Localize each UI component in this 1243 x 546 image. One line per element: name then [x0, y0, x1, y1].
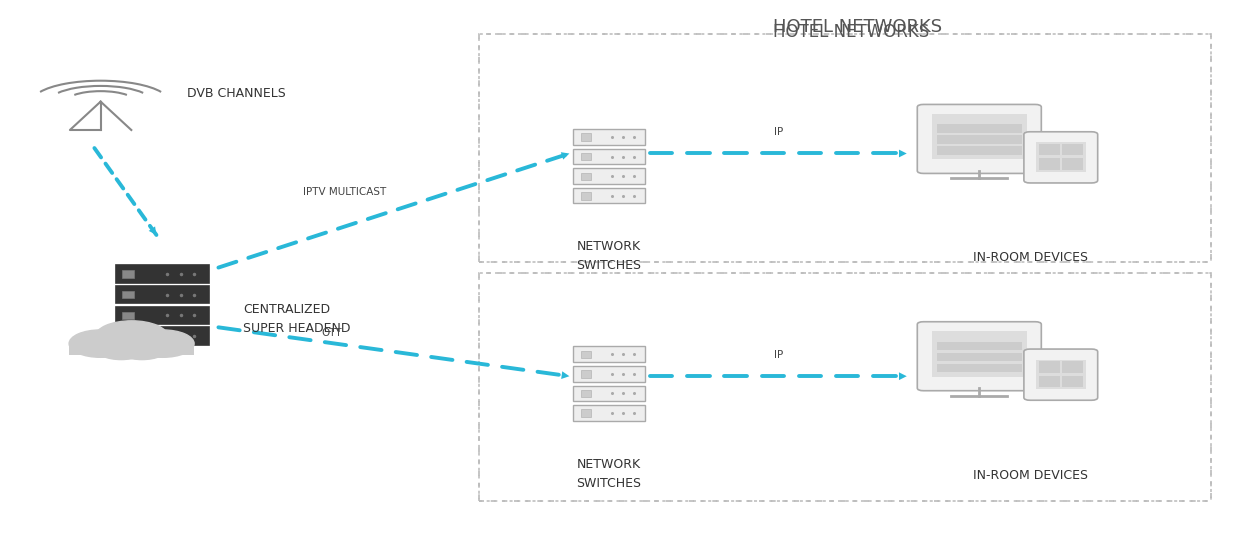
FancyBboxPatch shape	[937, 135, 1022, 144]
FancyBboxPatch shape	[937, 124, 1022, 133]
FancyBboxPatch shape	[937, 353, 1022, 361]
Text: IN-ROOM DEVICES: IN-ROOM DEVICES	[973, 251, 1089, 264]
FancyBboxPatch shape	[1024, 132, 1098, 183]
FancyBboxPatch shape	[932, 331, 1027, 377]
FancyBboxPatch shape	[573, 366, 645, 382]
Circle shape	[116, 337, 168, 360]
FancyBboxPatch shape	[580, 390, 590, 397]
Text: IPTV MULTICAST: IPTV MULTICAST	[303, 187, 385, 197]
FancyBboxPatch shape	[580, 153, 590, 161]
Circle shape	[96, 337, 147, 360]
Text: NETWORK
SWITCHES: NETWORK SWITCHES	[577, 240, 641, 272]
FancyBboxPatch shape	[580, 351, 590, 358]
Text: CENTRALIZED
SUPER HEADEND: CENTRALIZED SUPER HEADEND	[244, 303, 351, 335]
FancyBboxPatch shape	[937, 364, 1022, 372]
FancyBboxPatch shape	[1063, 144, 1084, 156]
Circle shape	[96, 321, 168, 353]
FancyBboxPatch shape	[1035, 360, 1086, 389]
FancyBboxPatch shape	[573, 347, 645, 362]
FancyBboxPatch shape	[70, 341, 194, 355]
FancyBboxPatch shape	[1024, 349, 1098, 400]
FancyBboxPatch shape	[116, 286, 209, 304]
FancyBboxPatch shape	[573, 188, 645, 204]
FancyBboxPatch shape	[580, 192, 590, 199]
FancyBboxPatch shape	[1039, 158, 1060, 170]
FancyBboxPatch shape	[1035, 143, 1086, 172]
FancyBboxPatch shape	[1063, 361, 1084, 372]
FancyBboxPatch shape	[580, 133, 590, 141]
FancyBboxPatch shape	[1063, 158, 1084, 170]
Text: IP: IP	[773, 350, 783, 360]
Text: DVB CHANNELS: DVB CHANNELS	[188, 87, 286, 100]
FancyBboxPatch shape	[122, 270, 134, 277]
FancyBboxPatch shape	[573, 129, 645, 145]
Text: HOTEL NETWORKS: HOTEL NETWORKS	[773, 17, 942, 35]
Text: OTT: OTT	[322, 328, 342, 338]
FancyBboxPatch shape	[580, 173, 590, 180]
Circle shape	[132, 330, 194, 357]
Circle shape	[70, 330, 132, 357]
FancyBboxPatch shape	[1039, 144, 1060, 156]
FancyBboxPatch shape	[917, 322, 1042, 391]
FancyBboxPatch shape	[937, 342, 1022, 350]
FancyBboxPatch shape	[116, 306, 209, 324]
Text: IP: IP	[773, 127, 783, 137]
Text: NETWORK
SWITCHES: NETWORK SWITCHES	[577, 458, 641, 490]
FancyBboxPatch shape	[932, 114, 1027, 159]
FancyBboxPatch shape	[937, 146, 1022, 155]
FancyBboxPatch shape	[573, 385, 645, 401]
FancyBboxPatch shape	[116, 265, 209, 283]
FancyBboxPatch shape	[573, 149, 645, 164]
FancyBboxPatch shape	[1063, 376, 1084, 387]
FancyBboxPatch shape	[1039, 361, 1060, 372]
FancyBboxPatch shape	[917, 104, 1042, 174]
Text: HOTEL NETWORKS: HOTEL NETWORKS	[773, 23, 929, 41]
FancyBboxPatch shape	[580, 410, 590, 417]
FancyBboxPatch shape	[1039, 376, 1060, 387]
FancyBboxPatch shape	[573, 168, 645, 184]
FancyBboxPatch shape	[122, 312, 134, 319]
FancyBboxPatch shape	[573, 405, 645, 421]
FancyBboxPatch shape	[580, 370, 590, 378]
Text: IN-ROOM DEVICES: IN-ROOM DEVICES	[973, 468, 1089, 482]
FancyBboxPatch shape	[122, 333, 134, 340]
FancyBboxPatch shape	[116, 327, 209, 345]
FancyBboxPatch shape	[122, 291, 134, 298]
